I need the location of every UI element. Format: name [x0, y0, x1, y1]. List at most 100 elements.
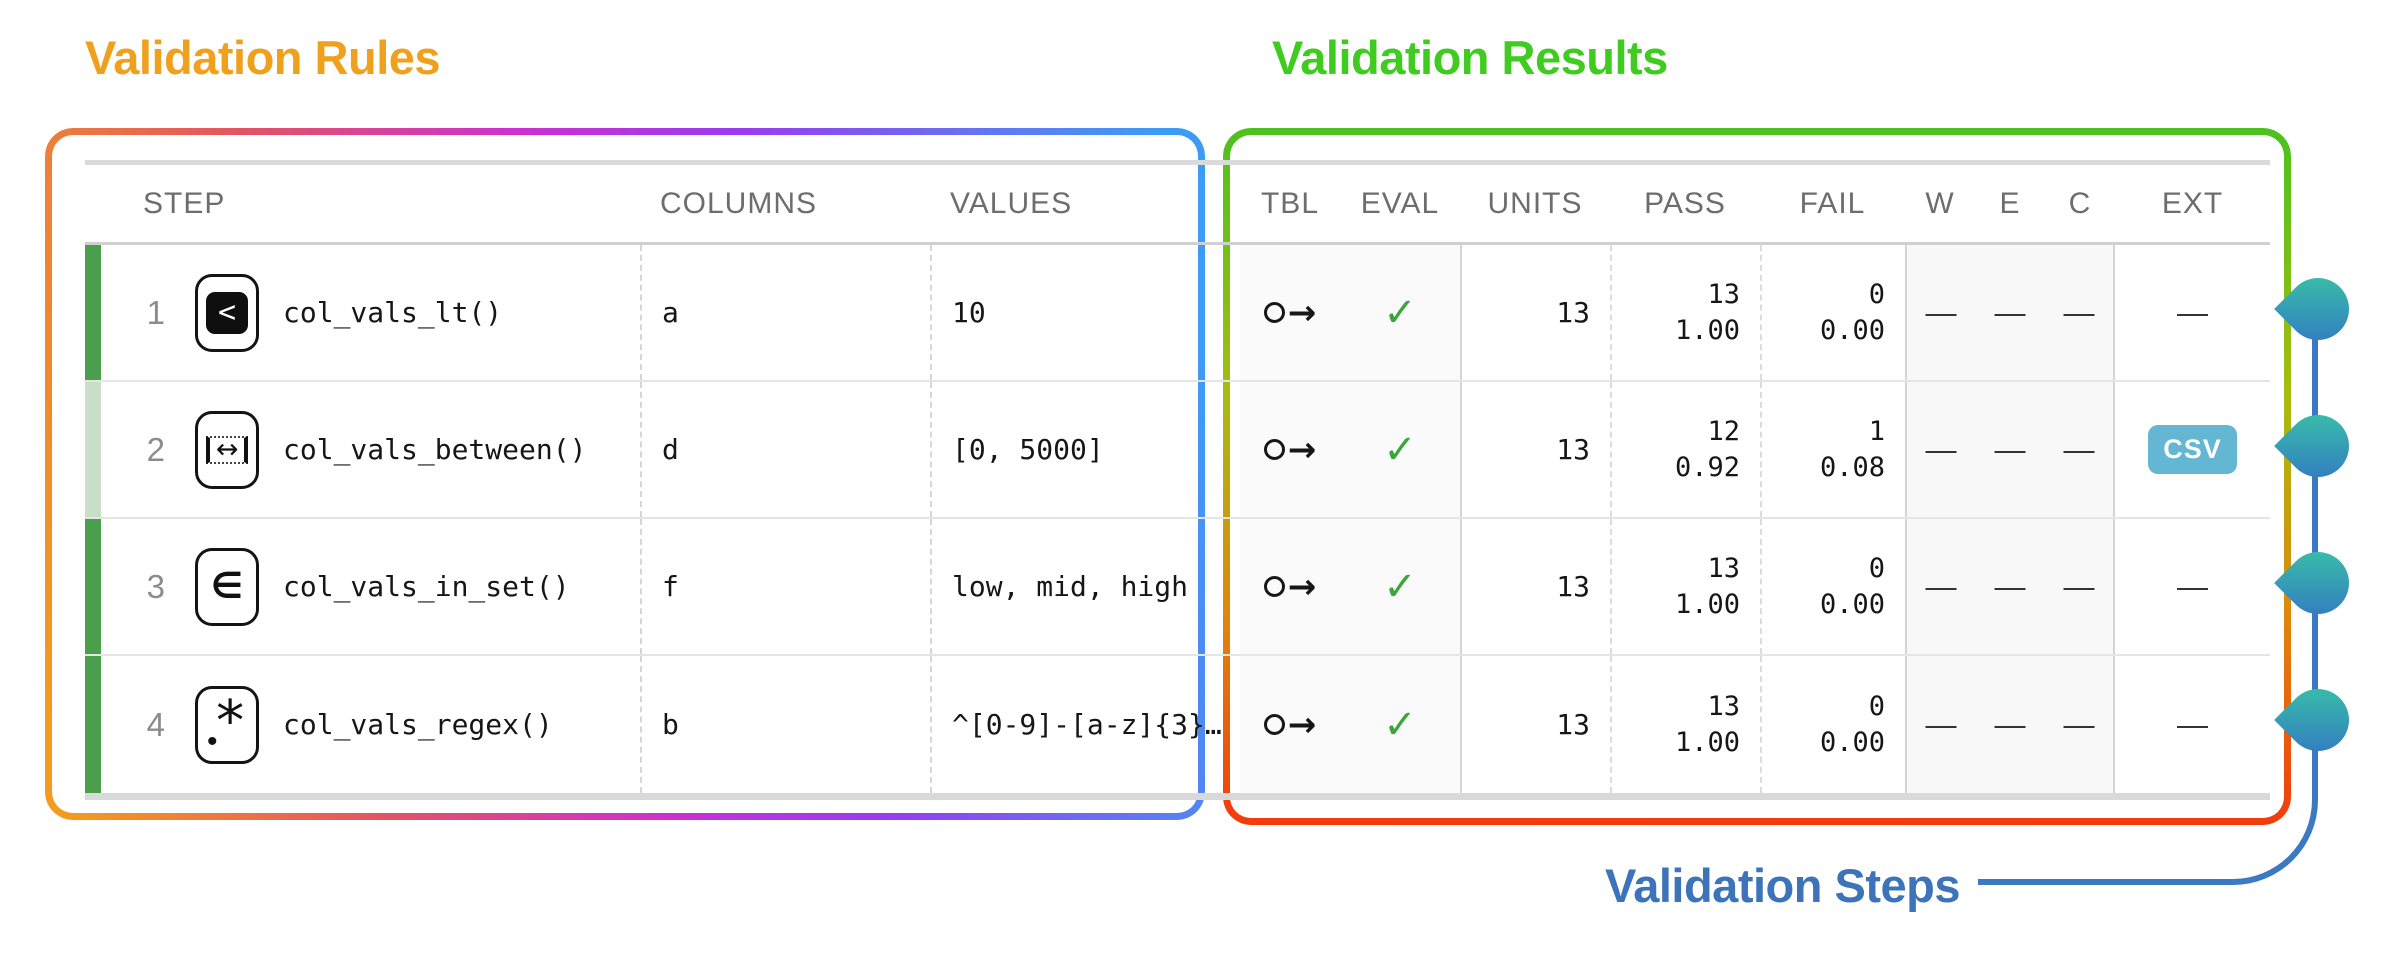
pass-count: 12 [1707, 415, 1740, 447]
step-number: 4 [146, 705, 165, 743]
fail-count: 1 [1868, 415, 1885, 447]
values-value: 10 [930, 245, 1240, 380]
tbl-cell: → [1240, 519, 1340, 654]
table-arrow-icon: → [1263, 570, 1316, 604]
header-tbl: TBL [1260, 186, 1320, 220]
header-units: UNITS [1487, 186, 1583, 220]
steps-region-title: Validation Steps [1604, 859, 1961, 912]
table-arrow-icon: → [1263, 433, 1316, 467]
between-icon [195, 410, 259, 489]
extract-cell: — [2177, 706, 2208, 742]
less-than-icon [195, 273, 259, 352]
step-procedure: col_vals_lt() [283, 296, 503, 329]
table-row: 3 col_vals_in_set() f low, mid, high → ✓… [85, 519, 2270, 656]
pass-count: 13 [1707, 278, 1740, 310]
units-value: 13 [1460, 245, 1610, 380]
pass-cell: 13 1.00 [1610, 519, 1760, 654]
tbl-cell: → [1240, 382, 1340, 517]
header-e: E [1999, 186, 2021, 220]
columns-value: f [640, 519, 930, 654]
warn-cell: — [1905, 245, 1975, 380]
error-cell: — [1975, 519, 2045, 654]
units-value: 13 [1460, 382, 1610, 517]
fail-cell: 0 0.00 [1760, 519, 1905, 654]
values-value: low, mid, high [930, 519, 1240, 654]
header-w: W [1925, 186, 1955, 220]
pass-fraction: 1.00 [1674, 314, 1740, 346]
validation-table: STEP COLUMNS VALUES TBL EVAL UNITS PASS … [85, 160, 2270, 800]
header-values: VALUES [950, 186, 1073, 220]
step-icon-cell [179, 519, 275, 654]
error-cell: — [1975, 656, 2045, 793]
pass-status-bar [85, 382, 101, 517]
extract-cell: — [2177, 568, 2208, 604]
pass-status-bar [85, 245, 101, 380]
columns-value: a [640, 245, 930, 380]
checkmark-icon: ✓ [1340, 382, 1460, 517]
warn-cell: — [1905, 656, 1975, 793]
regex-icon [195, 685, 259, 764]
in-set-icon [195, 547, 259, 626]
columns-value: b [640, 656, 930, 793]
critical-cell: — [2045, 519, 2115, 654]
step-icon-cell [179, 245, 275, 380]
step-number: 3 [146, 567, 165, 605]
pass-cell: 13 1.00 [1610, 245, 1760, 380]
step-number: 1 [146, 293, 165, 331]
pass-cell: 12 0.92 [1610, 382, 1760, 517]
table-row: 2 col_vals_between() d [0, 5000] → ✓ 13 … [85, 382, 2270, 519]
header-pass: PASS [1644, 186, 1726, 220]
fail-count: 0 [1868, 278, 1885, 310]
table-row: 4 col_vals_regex() b ^[0-9]-[a-z]{3}… → … [85, 656, 2270, 793]
pass-fraction: 1.00 [1674, 588, 1740, 620]
pass-status-bar [85, 519, 101, 654]
header-step: STEP [143, 186, 226, 220]
units-value: 13 [1460, 656, 1610, 793]
extract-cell: — [2177, 294, 2208, 330]
fail-fraction: 0.00 [1819, 588, 1885, 620]
tbl-cell: → [1240, 245, 1340, 380]
warn-cell: — [1905, 519, 1975, 654]
pass-fraction: 1.00 [1674, 726, 1740, 758]
steps-connector-line [1978, 308, 2318, 885]
csv-download-button[interactable]: CSV [2148, 425, 2237, 474]
step-icon-cell [179, 656, 275, 793]
fail-fraction: 0.00 [1819, 314, 1885, 346]
fail-fraction: 0.08 [1819, 451, 1885, 483]
step-procedure: col_vals_in_set() [283, 570, 570, 603]
pass-count: 13 [1707, 690, 1740, 722]
checkmark-icon: ✓ [1340, 519, 1460, 654]
fail-cell: 0 0.00 [1760, 245, 1905, 380]
fail-count: 0 [1868, 552, 1885, 584]
extract-cell: CSV [2115, 382, 2270, 517]
tbl-cell: → [1240, 656, 1340, 793]
fail-count: 0 [1868, 690, 1885, 722]
fail-fraction: 0.00 [1819, 726, 1885, 758]
header-eval: EVAL [1360, 186, 1440, 220]
table-arrow-icon: → [1263, 296, 1316, 330]
checkmark-icon: ✓ [1340, 656, 1460, 793]
rules-region-title: Validation Rules [85, 31, 441, 84]
values-value: ^[0-9]-[a-z]{3}… [930, 656, 1240, 793]
checkmark-icon: ✓ [1340, 245, 1460, 380]
columns-value: d [640, 382, 930, 517]
table-header-row: STEP COLUMNS VALUES TBL EVAL UNITS PASS … [85, 165, 2270, 245]
fail-cell: 0 0.00 [1760, 656, 1905, 793]
units-value: 13 [1460, 519, 1610, 654]
header-fail: FAIL [1799, 186, 1866, 220]
results-region-title: Validation Results [1272, 31, 1668, 84]
table-row: 1 col_vals_lt() a 10 → ✓ 13 131.00 00.00… [85, 245, 2270, 382]
pass-status-bar [85, 656, 101, 793]
header-ext: EXT [2161, 186, 2224, 220]
step-procedure: col_vals_between() [283, 433, 587, 466]
fail-cell: 1 0.08 [1760, 382, 1905, 517]
critical-cell: — [2045, 656, 2115, 793]
critical-cell: — [2045, 382, 2115, 517]
step-procedure: col_vals_regex() [283, 708, 553, 741]
step-icon-cell [179, 382, 275, 517]
header-c: C [2068, 186, 2092, 220]
warn-cell: — [1905, 382, 1975, 517]
step-number: 2 [146, 430, 165, 468]
pass-fraction: 0.92 [1674, 451, 1740, 483]
